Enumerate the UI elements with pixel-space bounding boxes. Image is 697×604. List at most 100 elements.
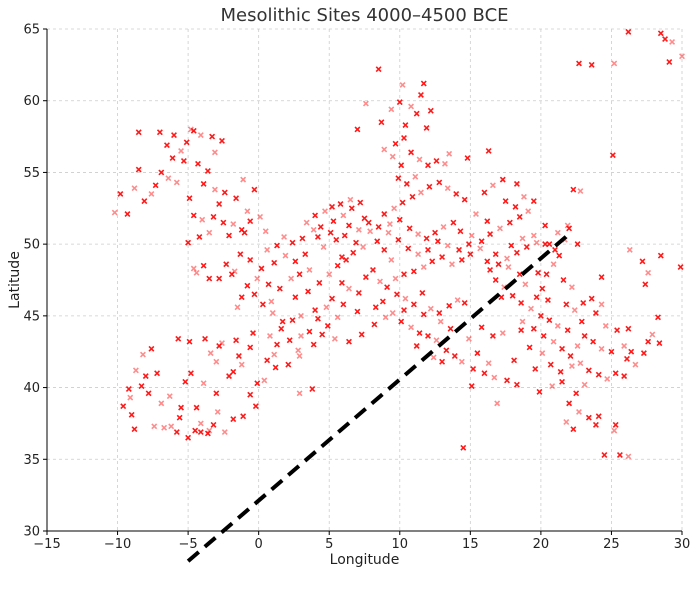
data-point-marker: [193, 269, 200, 276]
data-point: [288, 275, 295, 282]
data-point: [142, 373, 149, 380]
data-point: [546, 241, 553, 248]
data-point: [213, 390, 220, 397]
data-point: [316, 279, 323, 286]
data-point: [305, 288, 312, 295]
data-point-marker: [346, 222, 352, 229]
data-point: [388, 256, 395, 263]
data-point-marker: [211, 186, 218, 193]
data-point: [585, 414, 592, 421]
data-point-marker: [578, 318, 585, 325]
data-point: [677, 264, 684, 271]
data-point-marker: [588, 61, 595, 68]
data-point-marker: [642, 281, 649, 288]
data-point-marker: [125, 386, 132, 392]
data-point: [322, 208, 328, 215]
data-point-marker: [289, 239, 296, 246]
data-point: [173, 179, 180, 186]
data-point: [374, 238, 381, 245]
data-point: [244, 282, 251, 289]
data-point: [576, 60, 582, 67]
data-point: [439, 358, 446, 365]
data-point: [487, 266, 494, 273]
data-point-marker: [540, 332, 547, 339]
data-point: [261, 377, 268, 384]
data-point-marker: [354, 308, 361, 315]
data-point-marker: [444, 185, 451, 192]
data-point-marker: [402, 295, 409, 302]
data-point: [446, 150, 453, 157]
data-point: [362, 274, 369, 281]
data-point-marker: [331, 335, 338, 342]
data-point: [341, 232, 348, 239]
data-point-marker: [142, 373, 149, 380]
data-point-marker: [420, 311, 427, 318]
data-point: [187, 370, 194, 377]
data-point: [533, 239, 540, 246]
data-point-marker: [180, 157, 187, 164]
data-point: [399, 81, 406, 88]
data-point-marker: [556, 252, 563, 259]
data-point-marker: [474, 350, 481, 357]
data-point: [202, 335, 209, 342]
data-point: [292, 258, 299, 265]
data-point: [372, 304, 379, 311]
trend-line: [186, 232, 571, 563]
data-point: [608, 348, 615, 355]
data-point-marker: [309, 386, 316, 392]
data-point-marker: [398, 162, 405, 169]
data-point-marker: [169, 155, 176, 162]
data-point: [306, 328, 313, 335]
data-point: [259, 301, 266, 308]
data-point: [161, 424, 168, 431]
data-point: [216, 343, 223, 349]
data-point-marker: [544, 297, 551, 304]
data-point: [299, 235, 306, 242]
x-tick-label: −5: [179, 537, 198, 552]
data-point-marker: [326, 271, 333, 278]
data-point: [168, 423, 175, 430]
data-point: [182, 378, 189, 385]
data-point-marker: [240, 176, 247, 183]
data-point-marker: [614, 327, 621, 334]
y-axis-label: Latitude: [7, 251, 23, 309]
data-point-marker: [656, 340, 663, 347]
data-point: [505, 264, 512, 271]
data-point-marker: [543, 271, 550, 278]
data-point: [190, 265, 197, 272]
data-point: [485, 360, 492, 367]
data-point: [350, 249, 357, 256]
data-point-marker: [362, 274, 369, 281]
data-point-marker: [378, 119, 385, 126]
data-point-marker: [470, 365, 477, 372]
data-point: [192, 427, 199, 434]
data-point: [415, 231, 422, 238]
data-point-marker: [158, 400, 165, 407]
data-point-marker: [329, 295, 336, 302]
data-point: [395, 236, 402, 243]
data-point-marker: [550, 261, 557, 268]
data-point: [405, 245, 412, 252]
data-point: [190, 212, 197, 219]
data-point: [329, 203, 336, 210]
data-point-marker: [296, 390, 303, 397]
data-point-marker: [464, 155, 471, 162]
data-point-marker: [210, 421, 217, 428]
x-tick-label: −10: [104, 537, 131, 552]
data-point-marker: [398, 318, 405, 325]
data-point: [337, 201, 344, 207]
y-tick-label: 55: [23, 166, 40, 181]
data-point-marker: [220, 219, 227, 226]
data-point-marker: [209, 133, 216, 140]
data-point-marker: [446, 302, 453, 309]
data-point-marker: [649, 331, 656, 338]
data-point: [542, 222, 549, 229]
data-point-marker: [367, 228, 374, 235]
data-point-marker: [338, 254, 345, 261]
data-point: [425, 162, 431, 169]
data-point-marker: [381, 246, 388, 253]
data-point: [391, 205, 398, 212]
data-point-marker: [281, 234, 288, 240]
data-point: [302, 251, 309, 258]
